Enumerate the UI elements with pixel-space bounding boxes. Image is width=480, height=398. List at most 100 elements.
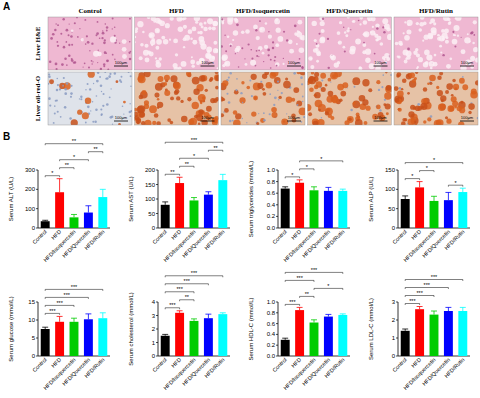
tissue-texture [337, 84, 344, 91]
tissue-texture [155, 83, 163, 91]
scale-bar [201, 66, 215, 67]
tissue-texture [64, 106, 67, 109]
tissue-texture [157, 102, 163, 108]
tissue-texture [461, 37, 462, 38]
tissue-texture [363, 31, 369, 37]
tissue-texture [283, 120, 285, 122]
error-bar [57, 316, 63, 321]
tissue-texture [154, 113, 159, 118]
tissue-texture [446, 36, 449, 39]
tissue-texture [436, 86, 439, 89]
tissue-texture [250, 49, 252, 51]
tissue-texture [256, 122, 259, 125]
tissue-texture [415, 72, 418, 74]
y-tick-label: 100 [385, 186, 396, 192]
micrograph-frame [135, 17, 219, 70]
tissue-texture [68, 34, 70, 36]
tissue-texture [93, 83, 94, 84]
tissue-texture [315, 100, 323, 108]
tissue-texture [227, 19, 233, 25]
y-tick [36, 228, 38, 229]
significance-label: ** [185, 161, 190, 167]
bar-chart: Serum HDL-C (mmol/L)0.00.20.40.60.81.0Co… [248, 267, 350, 391]
tissue-texture [57, 24, 59, 26]
tissue-texture [70, 92, 73, 95]
tissue-texture [205, 53, 211, 59]
tissue-texture [236, 78, 238, 80]
tissue-texture [63, 77, 65, 79]
micrograph [221, 17, 305, 70]
error-bar-cap [205, 314, 211, 315]
tissue-texture [374, 53, 376, 55]
y-axis-label: Serum LDL-C (mmol/L) [368, 298, 374, 360]
tissue-texture [282, 63, 284, 65]
tissue-texture [446, 119, 451, 124]
tissue-texture [445, 40, 449, 44]
tissue-texture [56, 78, 58, 80]
bar [295, 310, 304, 356]
tissue-texture [347, 17, 350, 19]
y-tick [36, 356, 38, 357]
x-tick-label: HFD/Rutin [323, 356, 345, 378]
y-tick [276, 302, 278, 303]
micrograph-bg [394, 72, 478, 125]
y-axis [278, 302, 279, 356]
scale-bar [374, 121, 388, 122]
y-tick-label: 0 [152, 225, 156, 231]
tissue-texture [303, 116, 305, 118]
tissue-texture [286, 39, 288, 41]
tissue-texture [385, 103, 391, 109]
y-axis [278, 170, 279, 228]
tissue-texture [251, 58, 253, 60]
tissue-texture [328, 91, 334, 97]
y-tick [36, 302, 38, 303]
tissue-texture [70, 96, 72, 98]
error-bar [340, 189, 346, 191]
tissue-texture [104, 39, 106, 41]
y-tick [396, 320, 398, 321]
error-bar-cap [445, 192, 451, 193]
tissue-texture [224, 34, 225, 35]
y-tick-label: 0 [32, 225, 36, 231]
tissue-texture [448, 22, 451, 25]
tissue-texture [358, 20, 360, 22]
error-bar [460, 188, 466, 192]
micrograph-bg [48, 72, 132, 125]
y-tick [276, 193, 278, 194]
tissue-texture [404, 60, 408, 64]
y-tick-label: 100 [145, 196, 156, 202]
column-header: HFD/Rutin [419, 7, 453, 15]
tissue-texture [192, 27, 197, 32]
tissue-texture [149, 105, 157, 113]
tissue-texture [48, 73, 50, 75]
micrograph-frame [221, 17, 305, 70]
tissue-texture [427, 82, 429, 84]
y-tick [276, 356, 278, 357]
tissue-texture [386, 85, 392, 91]
tissue-texture [442, 37, 445, 40]
tissue-texture [142, 90, 147, 95]
tissue-texture [429, 82, 432, 85]
tissue-texture [74, 61, 76, 63]
tissue-texture [258, 50, 260, 52]
y-tick [36, 208, 38, 209]
tissue-texture [434, 120, 442, 125]
x-tick-label: HFD/Rutin [443, 228, 465, 250]
tissue-texture [191, 56, 193, 58]
tissue-texture [55, 63, 58, 66]
tissue-texture [201, 119, 207, 125]
error-bar [205, 314, 211, 318]
tissue-texture [245, 29, 250, 34]
error-bar [205, 192, 211, 195]
tissue-texture [301, 67, 304, 70]
error-bar [445, 192, 451, 200]
tissue-texture [164, 75, 170, 81]
error-bar [325, 314, 331, 316]
bar [161, 336, 170, 356]
y-tick-label: 50 [388, 206, 395, 212]
significance-label: *** [64, 292, 71, 298]
tissue-texture [71, 119, 78, 125]
tissue-texture [418, 57, 423, 62]
y-tick [396, 228, 398, 229]
error-bar [297, 180, 303, 183]
